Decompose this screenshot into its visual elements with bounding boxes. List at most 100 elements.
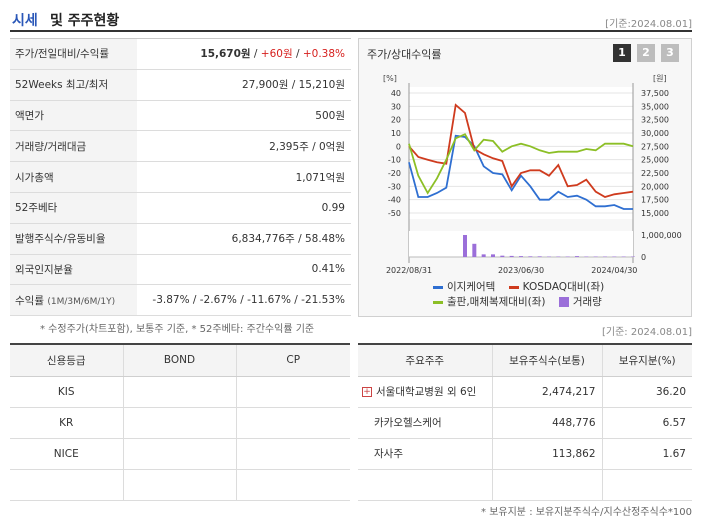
info-label: 수익률 (1M/3M/6M/1Y) (10, 284, 137, 317)
table-cell (122, 407, 236, 439)
info-row-beta: 52주베타 0.99 (10, 192, 351, 224)
left-tick-label: 0 (396, 142, 401, 151)
table-cell (491, 469, 602, 501)
left-tick-label: -30 (388, 182, 401, 191)
right-tick-label: 27,500 (641, 142, 669, 151)
table-header-row: 신용등급 BOND CP (10, 343, 350, 377)
right-tick-label: 35,000 (641, 102, 669, 111)
volume-bar (509, 255, 514, 257)
volume-bar (472, 243, 477, 257)
table-cell (235, 469, 350, 501)
left-axis-unit: [%] (383, 74, 397, 83)
volume-bar (575, 256, 579, 257)
info-value: 0.41% (137, 254, 351, 286)
right-tick-label: 17,500 (641, 196, 669, 205)
column-header: CP (235, 343, 350, 377)
info-row-mcap: 시가총액 1,071억원 (10, 161, 351, 193)
info-row-volume: 거래량/거래대금 2,395주 / 0억원 (10, 130, 351, 163)
legend-swatch-icon (508, 285, 519, 289)
right-tick-label: 37,500 (641, 89, 669, 98)
chart-panel: 주가/상대수익률 1 2 3 [%] [원] 40 37,500 30 35,000 20 3… (358, 38, 692, 317)
column-header: BOND (122, 343, 236, 377)
left-tick-label: -40 (388, 196, 401, 205)
table-cell (358, 469, 492, 501)
separator: / (250, 48, 261, 61)
separator: / (292, 48, 303, 61)
info-row-shares: 발행주식수/유동비율 6,834,776주 / 58.48% (10, 223, 351, 255)
right-tick-label: 20,000 (641, 182, 669, 191)
right-tick-label: 25,000 (641, 156, 669, 165)
returns-label: 수익률 (15, 294, 44, 307)
section-title-sub: 및 주주현황 (50, 13, 120, 29)
credit-rating-table: 신용등급 BOND CP KIS KR NICE (10, 343, 350, 501)
price-rate: +0.38% (302, 48, 345, 61)
right-tick-label: 32,500 (641, 116, 669, 125)
x-tick-label: 2022/08/31 (386, 266, 432, 275)
table-row (10, 469, 350, 501)
expand-plus-icon[interactable]: + (362, 387, 372, 397)
legend-row-1: 이지케어텍 KOSDAQ대비(좌) (433, 279, 604, 294)
info-footnote: * 수정주가(차트포함), 보통주 기준, * 52주베타: 주간수익률 기준 (40, 324, 315, 335)
legend-item: 거래량 (558, 296, 602, 308)
column-header: 신용등급 (10, 343, 123, 377)
table-row: NICE (10, 438, 350, 470)
table-cell (235, 407, 350, 439)
price-value: 15,670원 (200, 48, 251, 61)
info-value: 15,670원 / +60원 / +0.38% (137, 38, 351, 70)
info-label: 시가총액 (10, 161, 137, 193)
right-tick-label: 22,500 (641, 169, 669, 178)
series-line-1 (408, 103, 634, 198)
info-row-returns: 수익률 (1M/3M/6M/1Y) -3.87% / -2.67% / -11.… (10, 284, 351, 317)
section-header: 시세 및 주주현황 [기준:2024.08.01] (10, 8, 692, 32)
right-tick-label: 15,000 (641, 209, 669, 218)
chart-title: 주가/상대수익률 (367, 48, 442, 61)
table-row: + 서울대학교병원 외 6인 2,474,217 36.20 (358, 376, 692, 408)
table-row: 자사주 113,862 1.67 (358, 438, 692, 470)
shareholder-name: 자사주 (358, 438, 492, 470)
shareholder-footnote: * 보유지분 : 보유지분주식수/지수산정주식수*100 (481, 507, 692, 518)
volume-bar (481, 254, 486, 257)
table-cell (601, 469, 692, 501)
info-value: 0.99 (137, 192, 351, 224)
volume-bar (519, 256, 523, 257)
table-cell (122, 376, 236, 408)
column-header: 보유주식수(보통) (491, 343, 602, 377)
series-line-0 (408, 134, 633, 210)
volume-bar (500, 255, 505, 257)
shareholder-shares: 2,474,217 (491, 376, 602, 408)
volume-bar (491, 254, 495, 257)
shareholder-pct: 36.20 (601, 376, 692, 408)
info-value: 27,900원 / 15,210원 (137, 69, 351, 101)
right-tick-label: 30,000 (641, 129, 669, 138)
x-tick-label: 2023/06/30 (498, 266, 544, 275)
table-cell: NICE (10, 438, 123, 470)
legend-item: 이지케어텍 (433, 281, 495, 293)
reference-date-2: [기준: 2024.08.01] (601, 327, 692, 338)
reference-date: [기준:2024.08.01] (605, 19, 692, 30)
volume-background (409, 231, 633, 257)
column-header: 주요주주 (358, 343, 492, 377)
legend-item: 출판,매체복제대비(좌) (433, 296, 545, 308)
volume-tick-label: 0 (641, 253, 646, 262)
period-button-1[interactable]: 1 (613, 44, 631, 62)
section-title-main: 시세 (12, 13, 38, 29)
right-axis-unit: [원] (653, 74, 667, 83)
table-row: KR (10, 407, 350, 439)
legend-swatch-icon (558, 297, 569, 307)
period-button-3[interactable]: 3 (661, 44, 679, 62)
info-row-foreign: 외국인지분율 0.41% (10, 254, 351, 286)
legend-item: KOSDAQ대비(좌) (508, 281, 604, 293)
table-header-row: 주요주주 보유주식수(보통) 보유지분(%) (358, 343, 692, 377)
info-label: 액면가 (10, 100, 137, 132)
info-row-face: 액면가 500원 (10, 100, 351, 132)
info-label: 52주베타 (10, 192, 137, 224)
volume-bar (537, 256, 542, 257)
table-cell: KR (10, 407, 123, 439)
table-cell (122, 469, 236, 501)
shareholder-name[interactable]: + 서울대학교병원 외 6인 (358, 376, 492, 408)
period-button-2[interactable]: 2 (637, 44, 655, 62)
table-cell: KIS (10, 376, 123, 408)
column-header: 보유지분(%) (601, 343, 692, 377)
info-value: 6,834,776주 / 58.48% (137, 223, 351, 255)
